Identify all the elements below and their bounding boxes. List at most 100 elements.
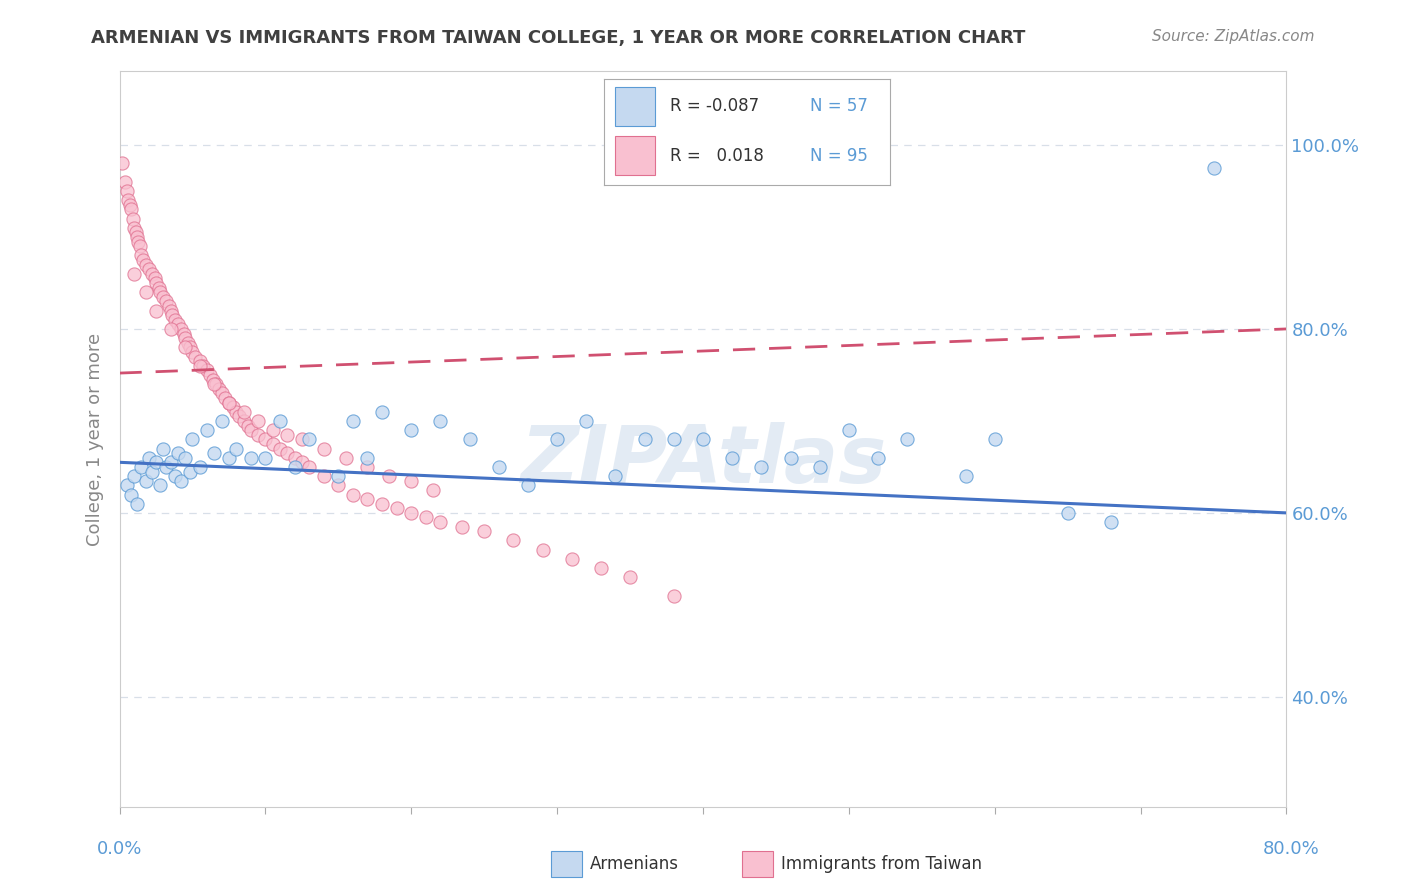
- Point: [838, 423, 860, 437]
- Point: [239, 423, 262, 437]
- Point: [135, 474, 157, 488]
- Point: [589, 561, 612, 575]
- Point: [170, 322, 193, 336]
- Text: 80.0%: 80.0%: [1263, 840, 1319, 858]
- Point: [122, 220, 145, 235]
- Point: [328, 478, 350, 492]
- Point: [239, 450, 262, 465]
- Point: [517, 478, 540, 492]
- Point: [218, 395, 240, 409]
- Point: [236, 418, 259, 433]
- Point: [125, 230, 148, 244]
- Point: [721, 450, 744, 465]
- Point: [117, 193, 139, 207]
- Point: [174, 340, 197, 354]
- Point: [779, 450, 801, 465]
- Point: [254, 432, 277, 446]
- Point: [262, 437, 284, 451]
- Point: [371, 405, 394, 419]
- Point: [262, 423, 284, 437]
- Point: [662, 589, 685, 603]
- Point: [143, 271, 166, 285]
- Point: [138, 262, 160, 277]
- Point: [247, 414, 270, 428]
- Point: [401, 506, 423, 520]
- Point: [138, 450, 160, 465]
- Point: [619, 570, 641, 584]
- Point: [298, 432, 321, 446]
- Point: [429, 414, 451, 428]
- Point: [342, 487, 364, 501]
- Text: ZIPAtlas: ZIPAtlas: [520, 423, 886, 500]
- Point: [118, 198, 141, 212]
- Point: [131, 459, 153, 474]
- Point: [328, 469, 350, 483]
- Point: [191, 359, 214, 373]
- Point: [195, 363, 218, 377]
- Point: [633, 432, 655, 446]
- Point: [283, 450, 307, 465]
- Point: [173, 326, 195, 341]
- Point: [451, 519, 474, 533]
- Point: [174, 331, 197, 345]
- Point: [202, 446, 225, 460]
- Point: [472, 524, 495, 539]
- Point: [808, 459, 831, 474]
- Point: [141, 465, 163, 479]
- Point: [378, 469, 401, 483]
- Point: [458, 432, 481, 446]
- Point: [201, 372, 224, 386]
- Point: [546, 432, 568, 446]
- Text: 0.0%: 0.0%: [97, 840, 142, 858]
- Bar: [742, 852, 773, 877]
- Point: [401, 474, 423, 488]
- Y-axis label: College, 1 year or more: College, 1 year or more: [86, 333, 104, 546]
- Point: [983, 432, 1005, 446]
- Point: [254, 450, 277, 465]
- Point: [181, 432, 204, 446]
- Point: [247, 427, 270, 442]
- Point: [174, 450, 197, 465]
- Point: [225, 405, 247, 419]
- Point: [232, 405, 254, 419]
- Point: [228, 409, 250, 424]
- Point: [188, 354, 211, 368]
- Point: [502, 533, 524, 548]
- Point: [356, 450, 378, 465]
- Point: [204, 377, 226, 392]
- Point: [157, 299, 180, 313]
- Point: [269, 414, 291, 428]
- Point: [1056, 506, 1078, 520]
- Point: [283, 459, 307, 474]
- Point: [152, 442, 174, 456]
- Point: [120, 487, 142, 501]
- Point: [145, 276, 167, 290]
- Point: [232, 414, 254, 428]
- Point: [127, 235, 149, 249]
- Point: [198, 368, 221, 382]
- Point: [356, 459, 378, 474]
- Point: [129, 239, 152, 253]
- Point: [415, 510, 437, 524]
- Point: [115, 184, 138, 198]
- Point: [422, 483, 444, 497]
- Point: [202, 377, 225, 392]
- Point: [195, 423, 218, 437]
- Text: Immigrants from Taiwan: Immigrants from Taiwan: [780, 855, 981, 873]
- Point: [121, 211, 143, 226]
- Point: [132, 252, 155, 267]
- Point: [152, 290, 174, 304]
- Bar: [551, 852, 582, 877]
- Point: [222, 400, 245, 414]
- Point: [115, 478, 138, 492]
- Point: [896, 432, 918, 446]
- Point: [179, 340, 201, 354]
- Point: [163, 469, 186, 483]
- Point: [1099, 515, 1122, 529]
- Point: [145, 303, 167, 318]
- Point: [131, 248, 153, 262]
- Point: [124, 225, 146, 239]
- Point: [135, 258, 157, 272]
- Point: [114, 175, 136, 189]
- Point: [149, 478, 172, 492]
